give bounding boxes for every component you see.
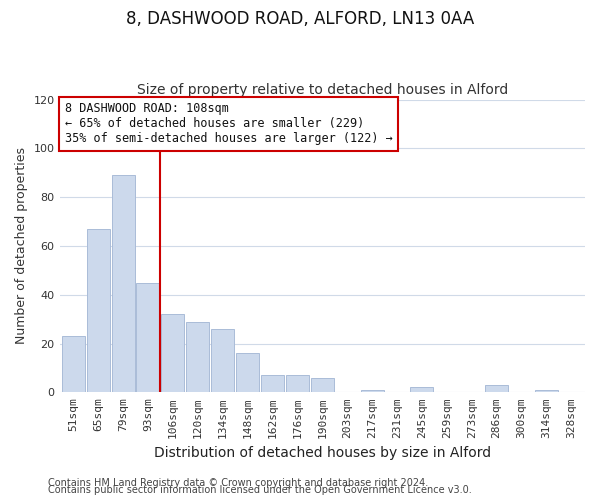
Bar [86,229,110,392]
Bar [211,329,234,392]
Bar [236,354,259,393]
Bar [136,282,160,393]
Text: 8 DASHWOOD ROAD: 108sqm
← 65% of detached houses are smaller (229)
35% of semi-d: 8 DASHWOOD ROAD: 108sqm ← 65% of detache… [65,102,392,146]
Bar [112,175,134,392]
Bar [62,336,85,392]
Bar [161,314,184,392]
Bar [535,390,558,392]
X-axis label: Distribution of detached houses by size in Alford: Distribution of detached houses by size … [154,446,491,460]
Bar [485,385,508,392]
Bar [286,375,309,392]
Bar [311,378,334,392]
Bar [410,388,433,392]
Bar [261,375,284,392]
Text: Contains HM Land Registry data © Crown copyright and database right 2024.: Contains HM Land Registry data © Crown c… [48,478,428,488]
Y-axis label: Number of detached properties: Number of detached properties [15,148,28,344]
Bar [361,390,383,392]
Bar [186,322,209,392]
Text: 8, DASHWOOD ROAD, ALFORD, LN13 0AA: 8, DASHWOOD ROAD, ALFORD, LN13 0AA [126,10,474,28]
Text: Contains public sector information licensed under the Open Government Licence v3: Contains public sector information licen… [48,485,472,495]
Title: Size of property relative to detached houses in Alford: Size of property relative to detached ho… [137,83,508,97]
